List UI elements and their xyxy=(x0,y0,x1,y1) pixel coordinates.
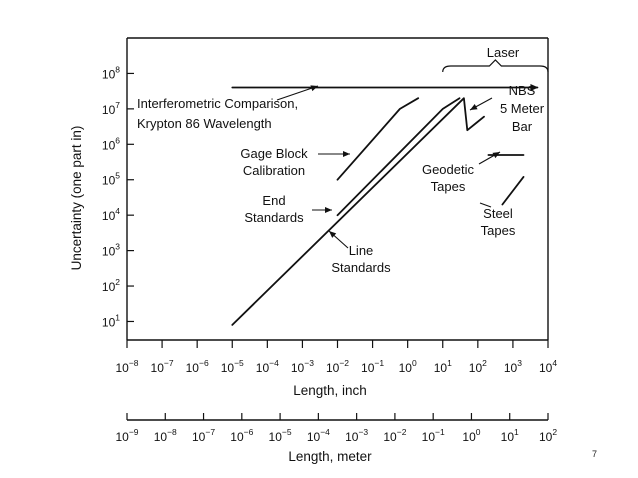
line-standards-leader-arrowhead xyxy=(329,231,337,238)
geodetic-label-line: Geodetic xyxy=(422,162,475,177)
x-tick-label: 10−7 xyxy=(151,358,174,375)
x-tick-label: 10−3 xyxy=(291,358,314,375)
interferometric-label-line: Krypton 86 Wavelength xyxy=(137,116,272,131)
x2-tick-label: 10−6 xyxy=(230,427,253,444)
y-tick-label: 103 xyxy=(102,242,120,259)
steel-label-line: Steel xyxy=(483,206,513,221)
x-tick-label: 10−5 xyxy=(221,358,244,375)
y-tick-label: 105 xyxy=(102,171,120,188)
y-tick-label: 108 xyxy=(102,64,120,81)
gage-block-leader-arrowhead xyxy=(343,151,350,157)
line-standards-label-line: Standards xyxy=(331,260,391,275)
end-standards-label-line: Standards xyxy=(244,210,304,225)
gage-block-label-line: Calibration xyxy=(243,163,305,178)
x2-tick-label: 10−9 xyxy=(115,427,138,444)
x2-tick-label: 10−5 xyxy=(269,427,292,444)
series-group xyxy=(231,84,539,326)
x-axis-title-inch: Length, inch xyxy=(293,383,367,398)
steel-leader xyxy=(479,202,492,208)
x2-tick-label: 10−4 xyxy=(307,427,330,444)
series-line-2 xyxy=(336,97,461,217)
steel-label-line: Tapes xyxy=(481,223,516,238)
plot-frame xyxy=(126,37,549,341)
x2-tick-label: 102 xyxy=(539,427,557,444)
y-axis-title: Uncertainty (one part in) xyxy=(69,126,84,271)
y-tick-label: 104 xyxy=(102,206,120,223)
x-axis-title-meter: Length, meter xyxy=(288,449,372,464)
x-tick-label: 104 xyxy=(539,358,557,375)
x-tick-label: 102 xyxy=(469,358,487,375)
nbs-label-line: NBS xyxy=(509,83,536,98)
series-line-5 xyxy=(501,175,525,206)
series-line-1 xyxy=(336,97,420,181)
interferometric-label-line: Interferometric Comparison, xyxy=(137,96,298,111)
annotations: Laser Interferometric Comparison, Krypton … xyxy=(137,45,549,275)
interferometric-leader-arrowhead xyxy=(310,85,318,92)
laser-arrowhead xyxy=(530,84,539,92)
laser-bracket xyxy=(442,59,549,73)
series-line-3 xyxy=(231,97,485,326)
x-tick-label: 10−8 xyxy=(115,358,138,375)
x-tick-label: 103 xyxy=(504,358,522,375)
x2-tick-label: 10−2 xyxy=(383,427,406,444)
geodetic-leader-arrowhead xyxy=(492,152,500,159)
x2-tick-label: 10−3 xyxy=(345,427,368,444)
nbs-leader-arrowhead xyxy=(470,104,478,110)
x-tick-label: 100 xyxy=(399,358,417,375)
line-standards-label-line: Line xyxy=(349,243,374,258)
end-standards-label-line: End xyxy=(262,193,285,208)
x2-tick-label: 10−1 xyxy=(422,427,445,444)
nbs-label-line: Bar xyxy=(512,119,533,134)
geodetic-label-line: Tapes xyxy=(431,179,466,194)
y-tick-label: 101 xyxy=(102,312,120,329)
x-axis-meter: 10−9 10−8 10−7 10−6 10−5 10−4 10−3 10−2 10−1 100 1… xyxy=(115,413,557,444)
end-standards-leader-arrowhead xyxy=(325,207,332,213)
interferometric-leader xyxy=(276,85,319,101)
x2-tick-label: 10−8 xyxy=(154,427,177,444)
y-tick-label: 107 xyxy=(102,100,120,117)
y-tick-label: 106 xyxy=(102,135,120,152)
x-tick-label: 10−4 xyxy=(256,358,279,375)
x-axis-inch: 10−8 10−7 10−6 10−5 10−4 10−3 10−2 10−1 100 101 10… xyxy=(115,340,557,375)
laser-label-line: Laser xyxy=(487,45,520,60)
gage-block-label-line: Gage Block xyxy=(240,146,308,161)
x-tick-label: 101 xyxy=(434,358,452,375)
x-tick-label: 10−6 xyxy=(186,358,209,375)
page-number: 7 xyxy=(592,449,598,459)
nbs-label-line: 5 Meter xyxy=(500,101,545,116)
x2-tick-label: 10−7 xyxy=(192,427,215,444)
x2-tick-label: 101 xyxy=(501,427,519,444)
y-tick-label: 102 xyxy=(102,277,120,294)
x-tick-label: 10−2 xyxy=(326,358,349,375)
x-tick-label: 10−1 xyxy=(361,358,384,375)
x2-tick-label: 100 xyxy=(462,427,480,444)
y-axis: 101 102 103 104 105 106 107 108 xyxy=(102,64,134,329)
